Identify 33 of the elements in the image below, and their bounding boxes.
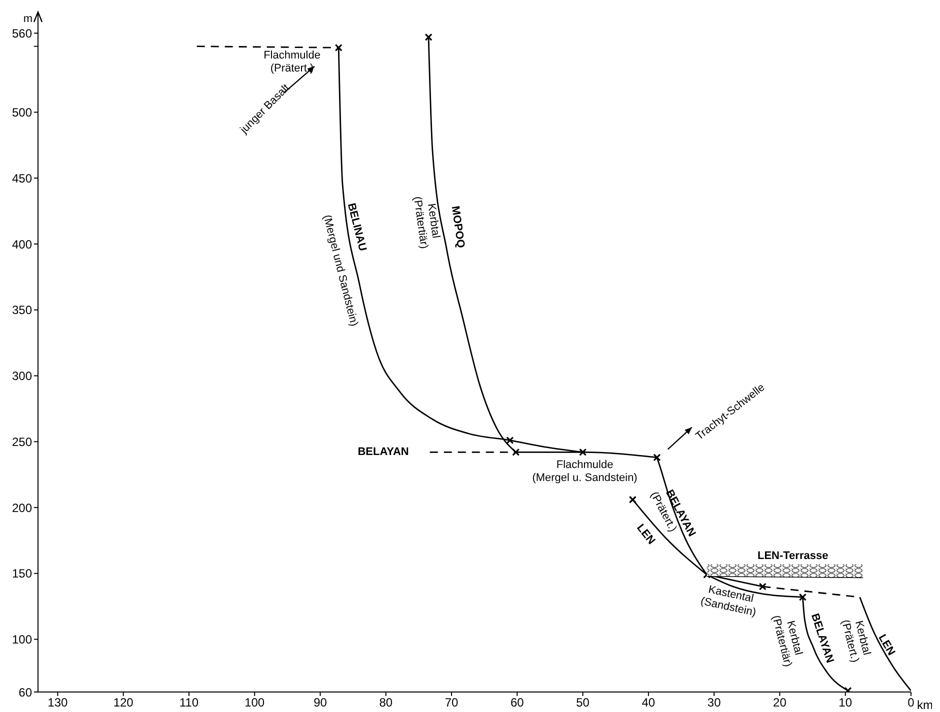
y-tick-label: 200 <box>12 500 32 515</box>
y-tick-label: 150 <box>12 566 32 581</box>
x-tick-label: 50 <box>576 696 590 710</box>
annotation: BELAYAN <box>358 446 409 458</box>
annotation: MOPOQ <box>448 205 467 250</box>
annotation: Flachmulde (Prätert.) <box>264 49 320 74</box>
annotation: LEN-Terrasse <box>757 550 828 562</box>
y-tick-label: 100 <box>12 632 32 647</box>
x-tick-label: 90 <box>314 696 328 710</box>
y-tick-label: 400 <box>12 237 32 252</box>
x-tick-label: 110 <box>179 696 199 710</box>
x-tick-label: 30 <box>707 696 722 710</box>
x-tick-label: 70 <box>444 696 459 710</box>
y-tick-label: 560 <box>12 26 32 40</box>
x-tick-label: 120 <box>113 696 134 710</box>
y-tick-label: 350 <box>12 303 32 318</box>
y-tick-label: 500 <box>12 105 32 120</box>
y-tick-label: 450 <box>12 171 32 186</box>
annotation: Flachmulde (Mergel u. Sandstein) <box>532 459 638 484</box>
x-tick-label: 10 <box>838 696 852 710</box>
x-tick-label: 40 <box>642 696 656 710</box>
x-tick-label: 130 <box>48 696 68 710</box>
y-tick-label: 300 <box>12 369 32 384</box>
x-axis-title: km <box>917 698 933 712</box>
x-tick-label: 60 <box>510 696 524 710</box>
x-tick-label: 0 <box>908 696 915 710</box>
y-axis-title: m <box>23 13 33 25</box>
x-tick-label: 80 <box>379 696 393 710</box>
y-tick-label: 250 <box>12 434 32 449</box>
x-tick-label: 20 <box>773 696 787 710</box>
annotation: Kerbtal (Prätertiär) <box>410 196 442 250</box>
y-tick-label: 60 <box>18 685 32 700</box>
x-tick-label: 100 <box>244 696 265 710</box>
